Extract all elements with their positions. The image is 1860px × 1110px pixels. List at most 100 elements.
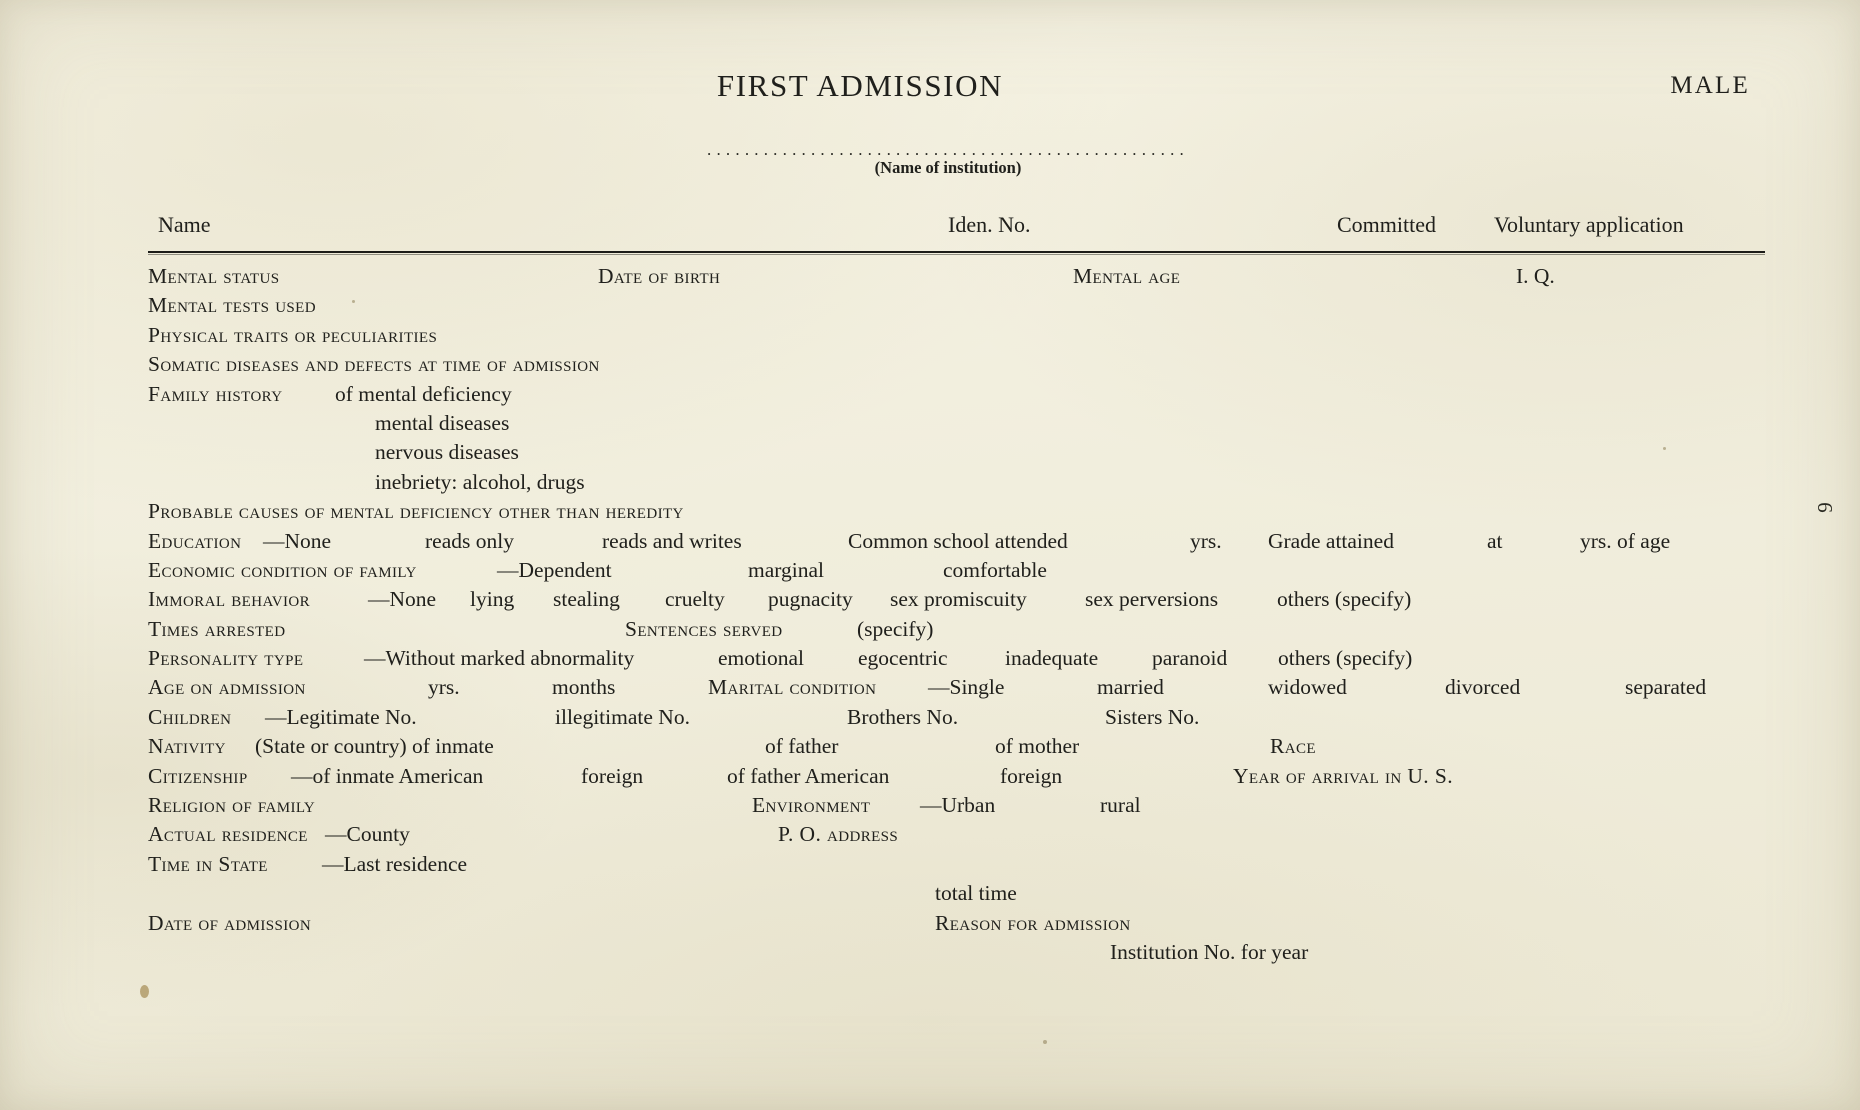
field-label-time-in-state: Time in State: [148, 851, 268, 876]
field-label-date-of-admission: Date of admission: [148, 910, 312, 935]
option-marital-separated[interactable]: separated: [1625, 675, 1707, 700]
field-label-reason-for-admission: Reason for admission: [935, 910, 1131, 935]
field-label-total-time: total time: [935, 881, 1017, 906]
form-line-family-mental-diseases: mental diseases: [0, 409, 1860, 438]
option-marital-divorced[interactable]: divorced: [1445, 675, 1521, 700]
option-personality-egocentric[interactable]: egocentric: [858, 646, 948, 671]
form-line-somatic-diseases: Somatic diseases and defects at time of …: [0, 350, 1860, 379]
field-label-nativity: Nativity: [148, 734, 226, 759]
field-label-po-address: P. O. address: [778, 822, 899, 847]
option-education-reads-only[interactable]: reads only: [425, 528, 514, 553]
option-personality-paranoid[interactable]: paranoid: [1152, 646, 1228, 671]
field-label-mental-status: Mental status: [148, 264, 280, 288]
option-immoral-none[interactable]: —None: [368, 587, 437, 612]
form-line-probable-causes: Probable causes of mental deficiency oth…: [0, 497, 1860, 526]
field-label-voluntary-application: Voluntary application: [1494, 212, 1684, 237]
option-immoral-lying[interactable]: lying: [470, 587, 515, 612]
option-immoral-stealing[interactable]: stealing: [553, 587, 620, 612]
option-personality-others[interactable]: others (specify): [1278, 646, 1413, 671]
field-label-time-in-state-last-residence: —Last residence: [322, 851, 468, 876]
option-environment-rural[interactable]: rural: [1100, 793, 1141, 818]
option-citizenship-inmate-foreign[interactable]: foreign: [581, 763, 644, 788]
field-label-education-yrs: yrs.: [1190, 528, 1222, 553]
field-label-family-inebriety: inebriety: alcohol, drugs: [375, 469, 585, 494]
form-line-economic-condition: Economic condition of family —Dependent …: [0, 556, 1860, 585]
field-label-brothers-no: Brothers No.: [847, 704, 959, 729]
form-line-mental-tests-used: Mental tests used: [0, 291, 1860, 320]
page-title-text: FIRST ADMISSION: [716, 68, 1004, 103]
option-immoral-sex-perversions[interactable]: sex perversions: [1085, 587, 1219, 612]
form-line-institution-no: Institution No. for year: [0, 938, 1860, 967]
form-line-children: Children —Legitimate No. illegitimate No…: [0, 703, 1860, 732]
option-environment-urban[interactable]: —Urban: [920, 793, 996, 818]
field-label-probable-causes: Probable causes of mental deficiency oth…: [148, 499, 684, 524]
institution-blank-line[interactable]: ........................................…: [707, 140, 1189, 159]
form-line-immoral-behavior: Immoral behavior —None lying stealing cr…: [0, 585, 1860, 614]
field-label-date-of-birth: Date of birth: [598, 264, 721, 288]
field-label-age-on-admission: Age on admission: [148, 675, 306, 700]
option-economic-comfortable[interactable]: comfortable: [943, 557, 1047, 582]
form-line-date-of-admission: Date of admission Reason for admission: [0, 909, 1860, 938]
field-label-sisters-no: Sisters No.: [1105, 704, 1200, 729]
option-immoral-pugnacity[interactable]: pugnacity: [768, 587, 853, 612]
option-marital-widowed[interactable]: widowed: [1268, 675, 1347, 700]
form-line-personality-type: Personality type —Without marked abnorma…: [0, 644, 1860, 673]
field-label-committed: Committed: [1337, 212, 1436, 237]
page-title: FIRST ADMISSION: [0, 68, 1860, 104]
option-citizenship-father-american[interactable]: of father American: [727, 763, 890, 788]
field-label-family-nervous-diseases: nervous diseases: [375, 440, 519, 465]
field-label-nativity-of-mother: of mother: [995, 734, 1080, 759]
header-divider-rule: [148, 251, 1765, 255]
field-label-name: Name: [158, 212, 211, 237]
form-line-family-inebriety: inebriety: alcohol, drugs: [0, 468, 1860, 497]
option-citizenship-father-foreign[interactable]: foreign: [1000, 763, 1063, 788]
institution-caption: (Name of institution): [874, 158, 1022, 177]
field-label-nativity-of-father: of father: [765, 734, 839, 759]
option-immoral-others[interactable]: others (specify): [1277, 587, 1412, 612]
form-line-age-on-admission: Age on admission yrs. months Marital con…: [0, 673, 1860, 702]
option-immoral-cruelty[interactable]: cruelty: [665, 587, 725, 612]
field-label-age-months: months: [552, 675, 616, 700]
field-label-times-arrested: Times arrested: [148, 616, 286, 641]
field-label-family-history: Family history: [148, 381, 283, 406]
option-personality-inadequate[interactable]: inadequate: [1005, 646, 1099, 671]
form-line-education: Education —None reads only reads and wri…: [0, 527, 1860, 556]
option-marital-single[interactable]: —Single: [928, 675, 1005, 700]
option-personality-emotional[interactable]: emotional: [718, 646, 804, 671]
field-label-religion-of-family: Religion of family: [148, 793, 316, 818]
field-label-mental-age: Mental age: [1073, 264, 1181, 288]
option-economic-marginal[interactable]: marginal: [748, 557, 825, 582]
field-label-citizenship: Citizenship: [148, 763, 248, 788]
field-label-education-yrs-of-age: yrs. of age: [1580, 528, 1671, 553]
form-line-citizenship: Citizenship —of inmate American foreign …: [0, 762, 1860, 791]
field-label-marital-condition: Marital condition: [708, 675, 877, 700]
option-education-reads-and-writes[interactable]: reads and writes: [602, 528, 742, 553]
field-label-race: Race: [1270, 734, 1316, 759]
form-line-family-history: Family history of mental deficiency: [0, 380, 1860, 409]
field-label-personality-type: Personality type: [148, 646, 304, 671]
sex-label: MALE: [1670, 72, 1750, 99]
option-education-none[interactable]: —None: [263, 528, 332, 553]
field-label-environment: Environment: [752, 793, 871, 818]
form-line-time-in-state: Time in State —Last residence: [0, 850, 1860, 879]
field-label-sentences-served: Sentences served: [625, 616, 783, 641]
header-field-row: Name Iden. No. Committed Voluntary appli…: [0, 212, 1860, 242]
field-label-nativity-of-inmate: (State or country) of inmate: [255, 734, 494, 759]
form-body: Mental status Date of birth Mental age I…: [0, 262, 1860, 967]
option-citizenship-inmate-american[interactable]: —of inmate American: [291, 763, 484, 788]
option-marital-married[interactable]: married: [1097, 675, 1164, 700]
field-label-iq: I. Q.: [1516, 264, 1555, 288]
field-label-actual-residence: Actual residence: [148, 822, 308, 847]
field-label-education: Education: [148, 528, 242, 553]
option-immoral-sex-promiscuity[interactable]: sex promiscuity: [890, 587, 1027, 612]
form-line-nativity: Nativity (State or country) of inmate of…: [0, 732, 1860, 761]
field-label-family-mental-diseases: mental diseases: [375, 410, 510, 435]
field-label-children-legitimate: —Legitimate No.: [265, 704, 417, 729]
field-label-institution-no-for-year: Institution No. for year: [1110, 939, 1309, 964]
field-label-immoral-behavior: Immoral behavior: [148, 587, 311, 612]
field-label-children-illegitimate: illegitimate No.: [555, 704, 690, 729]
option-personality-without-marked-abnormality[interactable]: —Without marked abnormality: [364, 646, 635, 671]
field-label-children: Children: [148, 704, 232, 729]
option-economic-dependent[interactable]: —Dependent: [497, 557, 612, 582]
